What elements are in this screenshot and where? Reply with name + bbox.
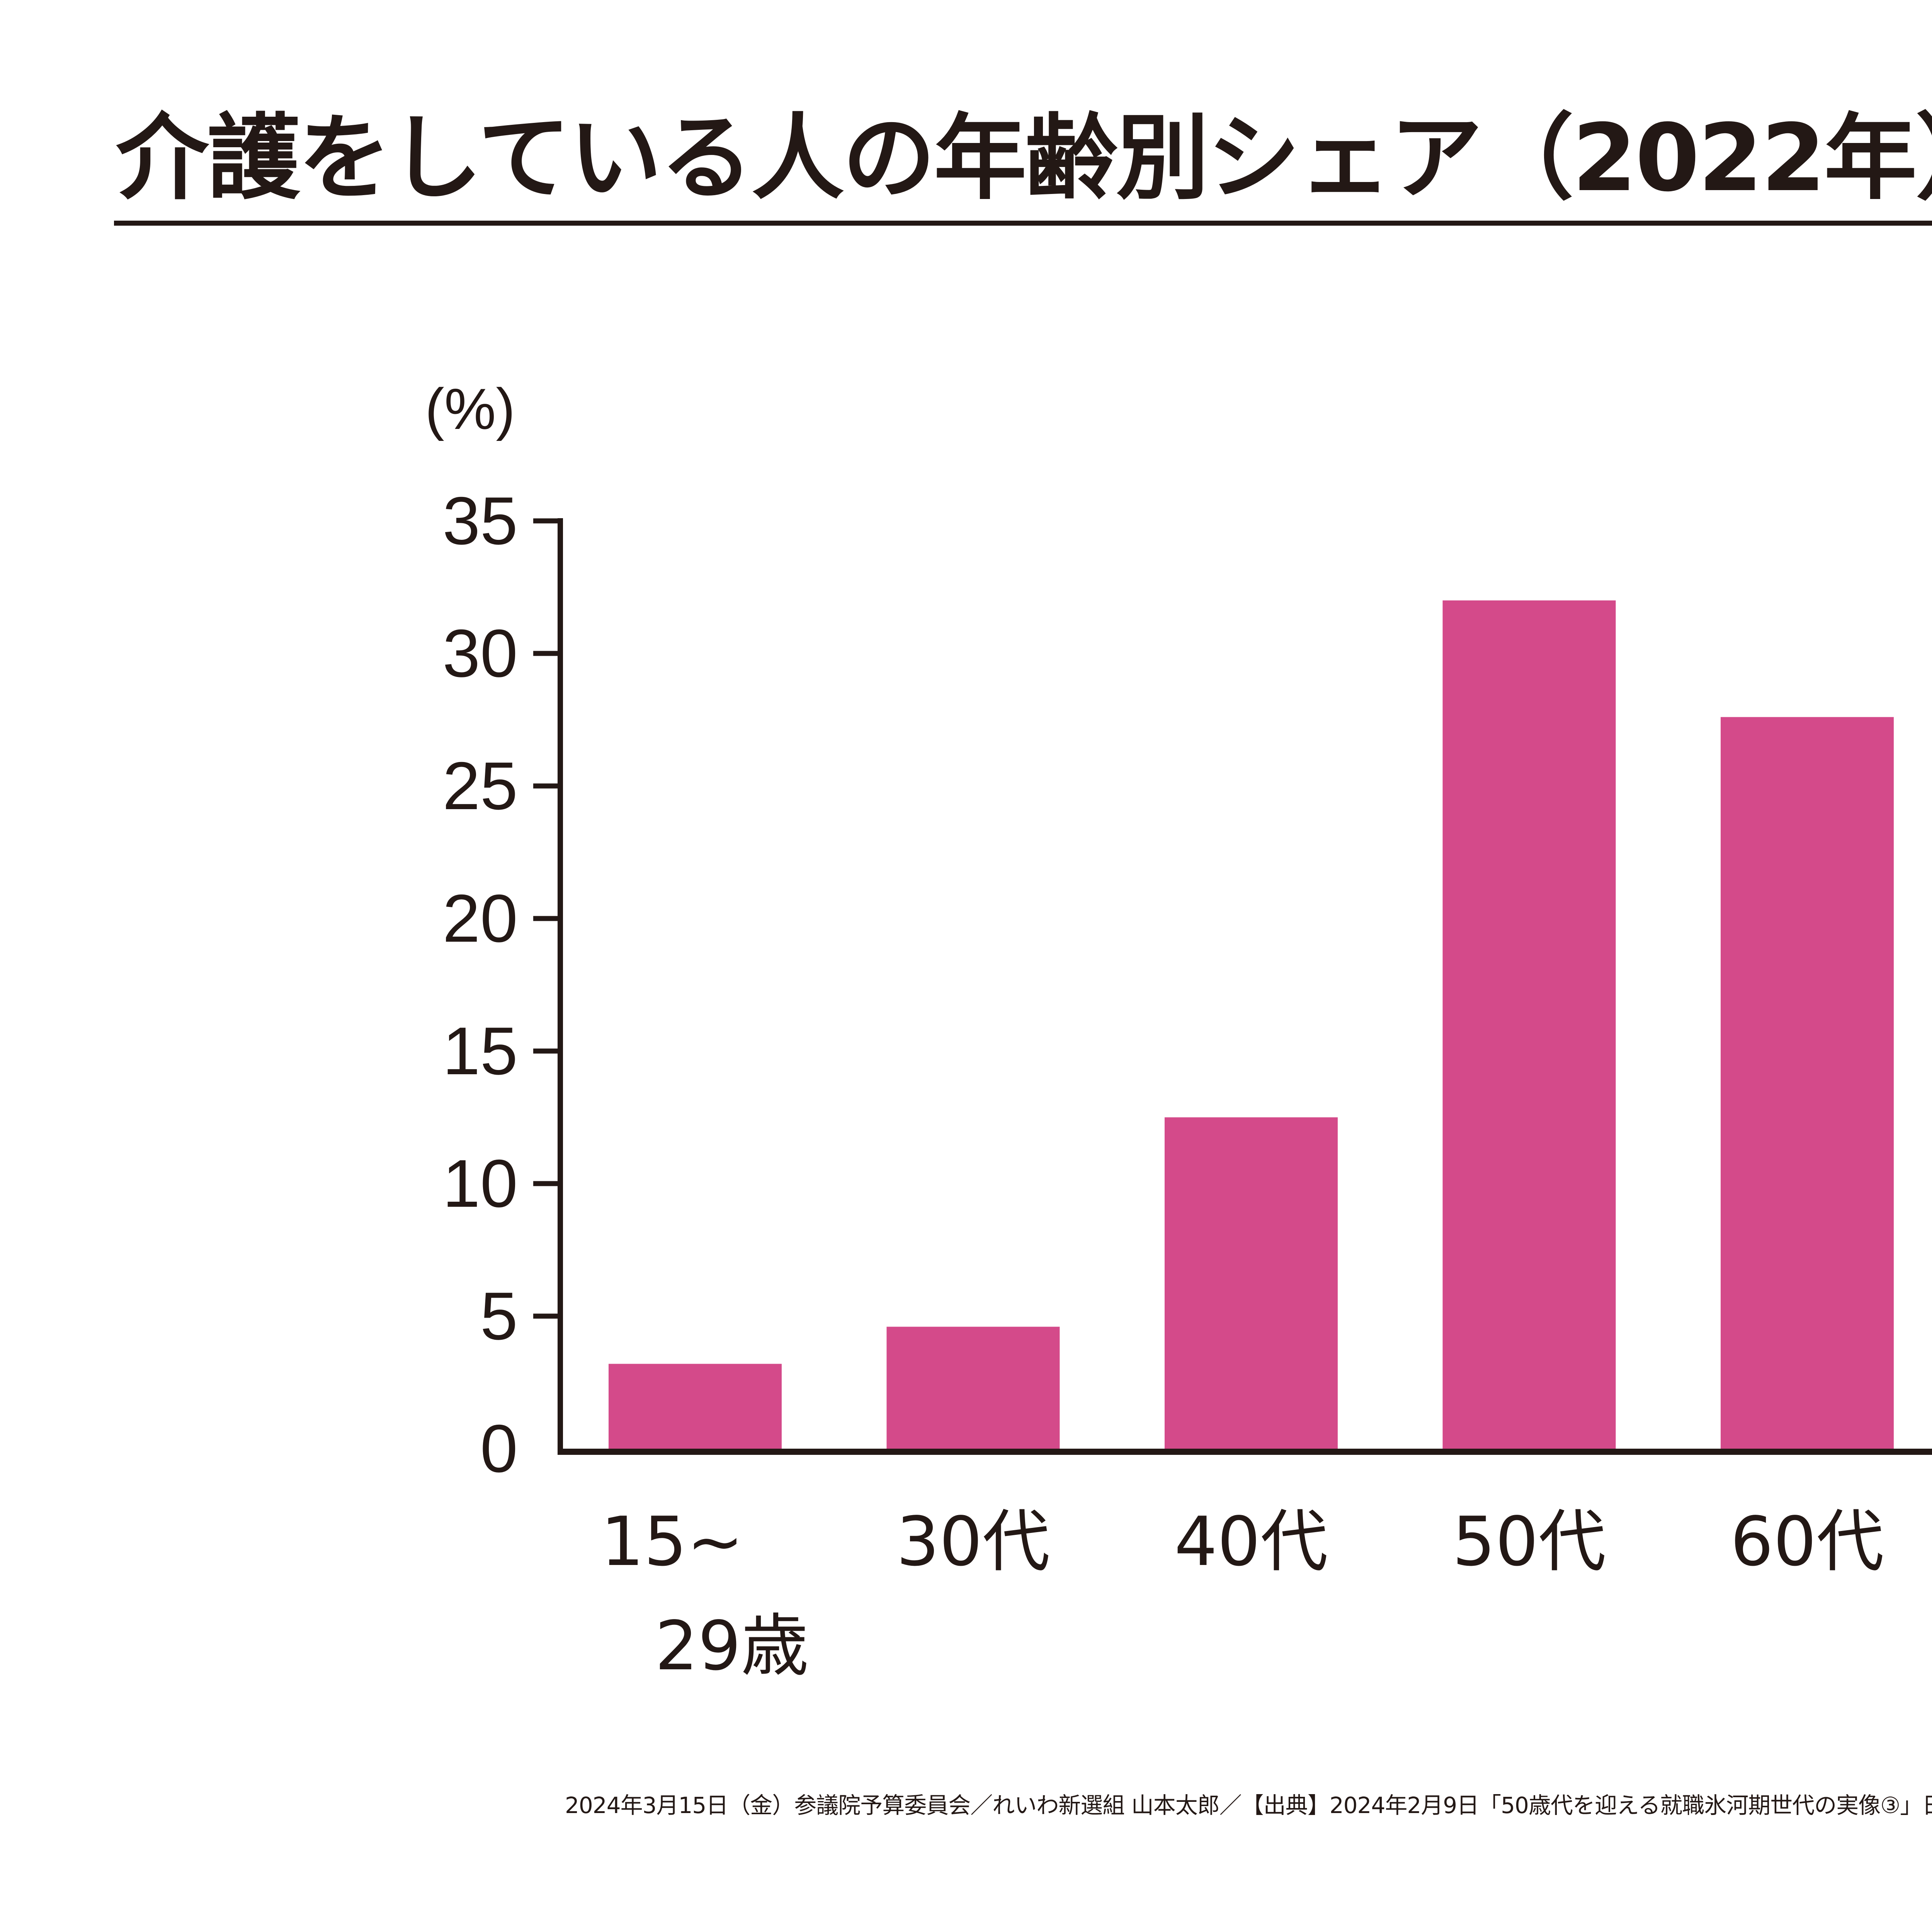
page-title: 介護をしている人の年齢別シェア（2022年） (116, 104, 1932, 212)
y-tick-label: 0 (480, 1411, 518, 1487)
title-divider (114, 221, 1932, 226)
y-tick-label: 20 (442, 881, 518, 956)
source-footnote: 2024年3月15日（金）参議院予算委員会／れいわ新選組 山本太郎／【出典】20… (565, 1792, 1932, 1818)
y-tick-label: 30 (442, 616, 518, 691)
y-axis-ticks: 0 5 10 15 20 25 30 35 (442, 483, 560, 1487)
y-tick-label: 10 (442, 1146, 518, 1221)
bar (886, 1327, 1060, 1449)
x-tick-label: 40代 (1174, 1503, 1328, 1581)
y-tick-label: 15 (442, 1014, 518, 1089)
bar (1442, 600, 1616, 1449)
x-tick-label: 29歳 (655, 1607, 809, 1686)
x-tick-label: 50代 (1452, 1503, 1606, 1581)
y-tick-label: 35 (442, 483, 518, 559)
bar (609, 1364, 782, 1449)
bar (1165, 1117, 1338, 1449)
y-axis-unit-label: (%) (425, 376, 515, 441)
x-tick-label: 30代 (896, 1503, 1050, 1581)
y-tick-label: 5 (480, 1279, 518, 1354)
bar (1721, 717, 1894, 1449)
bars (609, 600, 1894, 1449)
x-tick-label: 60代 (1730, 1503, 1884, 1581)
y-tick-label: 25 (442, 748, 518, 824)
x-axis-labels: 15~29歳30代40代50代60代70歳以上 (601, 1503, 1884, 1686)
x-tick-label: 15~ (601, 1503, 743, 1581)
